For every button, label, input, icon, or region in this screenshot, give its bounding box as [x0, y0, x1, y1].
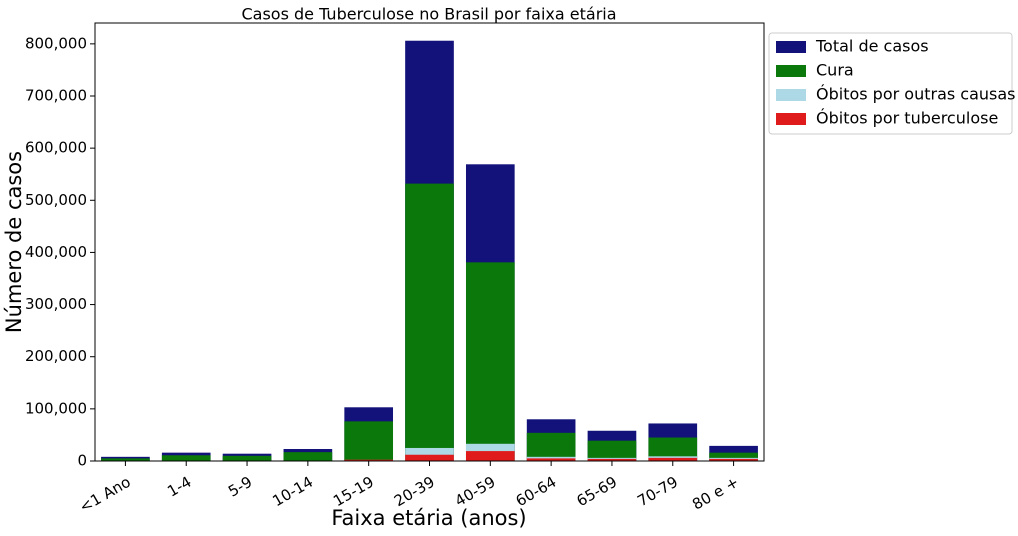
bar: [344, 421, 394, 461]
bar: [526, 458, 576, 461]
bar: [465, 451, 515, 461]
y-tick-label: 600,000: [25, 139, 87, 157]
bar: [465, 262, 515, 461]
legend-label: Total de casos: [815, 37, 929, 56]
y-tick-label: 100,000: [25, 399, 87, 417]
y-tick-label: 300,000: [25, 295, 87, 313]
x-tick-label: 65-69: [573, 473, 620, 510]
x-tick-label: 15-19: [330, 473, 377, 510]
axes-frame: [94, 22, 765, 462]
bar: [709, 458, 758, 461]
y-tick-label: 500,000: [25, 191, 87, 209]
legend-swatch: [776, 41, 806, 53]
bar: [283, 452, 333, 461]
bar: [648, 457, 698, 461]
bar: [587, 440, 637, 461]
x-tick-label: 40-59: [452, 473, 499, 510]
bar: [101, 458, 150, 461]
y-tick-label: 400,000: [25, 243, 87, 261]
bar: [709, 452, 758, 461]
y-tick-label: 800,000: [25, 34, 87, 52]
chart-title: Casos de Tuberculose no Brasil por faixa…: [241, 5, 616, 24]
legend-box: [768, 32, 1013, 135]
x-tick-label: <1 Ano: [76, 473, 133, 517]
x-tick-label: 60-64: [513, 473, 560, 510]
x-tick-label: 70-79: [634, 473, 681, 510]
x-tick-label: 5-9: [225, 473, 255, 501]
bar: [405, 454, 454, 461]
legend-swatch: [776, 113, 806, 125]
legend-label: Óbitos por outras causas: [816, 85, 1016, 104]
y-tick-label: 700,000: [25, 87, 87, 105]
x-tick-label: 1-4: [164, 473, 194, 501]
x-tick-label: 10-14: [269, 473, 316, 510]
bar: [587, 458, 637, 461]
legend: Total de casos Cura Óbitos por outras caus…: [768, 32, 1016, 135]
x-axis-label: Faixa etária (anos): [331, 506, 526, 530]
bar: [161, 455, 211, 461]
y-tick-label: 0: [77, 452, 87, 470]
bar: [405, 183, 454, 461]
legend-label: Óbitos por tuberculose: [816, 109, 998, 128]
y-tick-label: 200,000: [25, 347, 87, 365]
y-axis-label: Número de casos: [2, 151, 26, 333]
x-tick-label: 20-39: [391, 473, 438, 510]
bar: [648, 437, 698, 461]
x-tick-label: 80 e +: [689, 473, 742, 514]
legend-label: Cura: [816, 61, 854, 80]
legend-swatch: [776, 89, 806, 101]
bar: [222, 455, 272, 461]
legend-swatch: [776, 65, 806, 77]
bar: [526, 432, 576, 461]
bar: [344, 459, 394, 461]
